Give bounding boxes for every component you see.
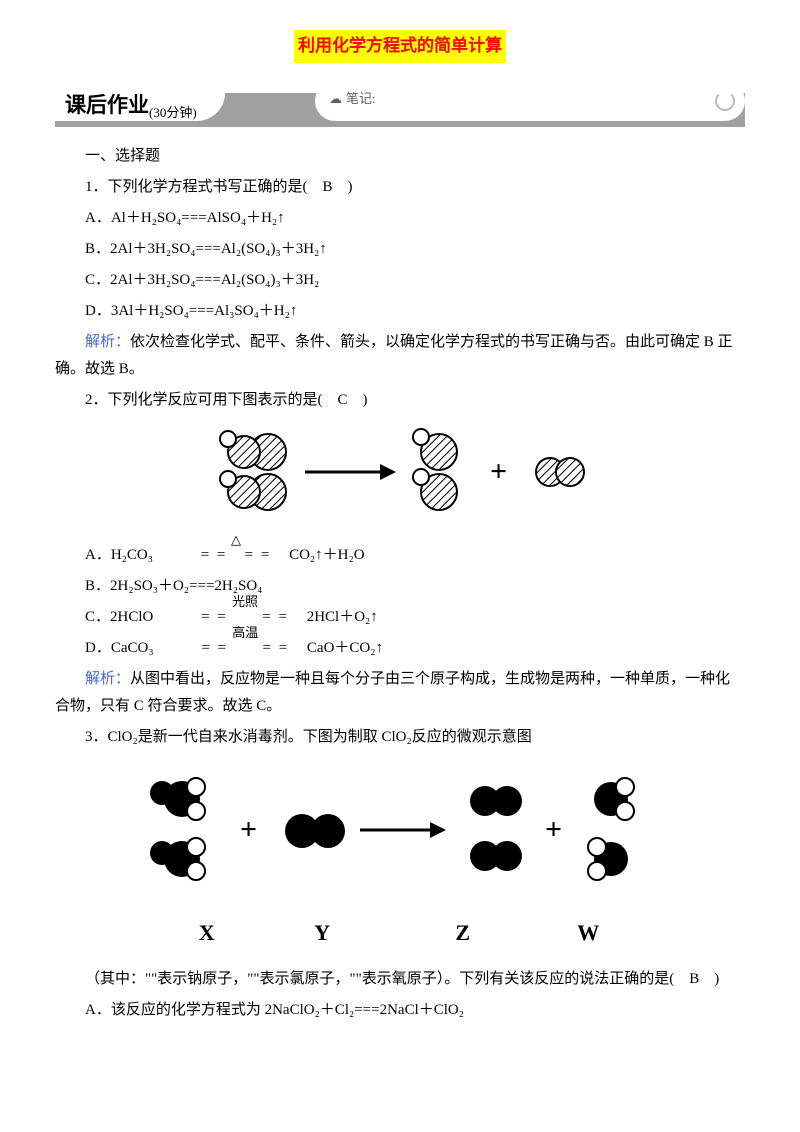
- svg-text:+: +: [490, 455, 507, 488]
- q2-d-post: CaO＋CO₂↑: [307, 640, 383, 656]
- label-x: X: [162, 913, 252, 953]
- condition-hightemp: 高温= = = =: [157, 635, 303, 662]
- analysis-label: 解析：: [85, 671, 130, 687]
- title: 利用化学方程式的简单计算: [294, 30, 506, 63]
- q2-c-post: 2HCl＋O₂↑: [307, 609, 378, 625]
- label-y: Y: [257, 913, 387, 953]
- q1-stem: 1．下列化学方程式书写正确的是( B ): [55, 174, 745, 201]
- label-w: W: [538, 913, 638, 953]
- q2-d-pre: D．CaCO₃: [85, 640, 154, 656]
- q1-analysis: 解析：依次检查化学式、配平、条件、箭头，以确定化学方程式的书写正确与否。由此可确…: [55, 329, 745, 383]
- q2-analysis: 解析：从图中看出，反应物是一种且每个分子由三个原子构成，生成物是两种，一种单质，…: [55, 666, 745, 720]
- homework-bar: 课后作业(30分钟) ☁ 笔记:: [55, 81, 745, 131]
- notes-box: ☁ 笔记:: [315, 81, 745, 121]
- homework-text: 课后作业: [65, 93, 149, 117]
- svg-text:+: +: [545, 813, 562, 846]
- section-heading: 一、选择题: [55, 143, 745, 170]
- q2-option-a: A．H₂CO₃ △= = = = CO₂↑＋H₂O: [55, 542, 745, 569]
- q2-option-d: D．CaCO₃ 高温= = = = CaO＋CO₂↑: [55, 635, 745, 662]
- analysis-label: 解析：: [85, 334, 130, 350]
- notes-label: 笔记:: [346, 91, 376, 106]
- homework-label: 课后作业(30分钟): [55, 81, 225, 121]
- q2-stem: 2．下列化学反应可用下图表示的是( C ): [55, 387, 745, 414]
- q3-stem: 3．ClO₂是新一代自来水消毒剂。下图为制取 ClO₂反应的微观示意图: [55, 724, 745, 751]
- q3-diagram-labels: X Y Z W: [55, 913, 745, 953]
- cond-text: △: [157, 528, 286, 551]
- label-z: Z: [393, 913, 533, 953]
- q1-option-c: C．2Al＋3H₂SO₄===Al₂(SO₄)₃＋3H₂: [55, 267, 745, 294]
- analysis-text: 从图中看出，反应物是一种且每个分子由三个原子构成，生成物是两种，一种单质，一种化…: [55, 671, 730, 714]
- cond-text: 高温: [157, 621, 303, 644]
- q3-diagram: + + X Y Z: [55, 763, 745, 953]
- q1-option-b: B．2Al＋3H₂SO₄===Al₂(SO₄)₃＋3H₂↑: [55, 236, 745, 263]
- q3-legend: （其中：""表示钠原子，""表示氯原子，""表示氧原子）。下列有关该反应的说法正…: [55, 966, 745, 993]
- analysis-text: 依次检查化学式、配平、条件、箭头，以确定化学方程式的书写正确与否。由此可确定 B…: [55, 334, 733, 377]
- q2-a-post: CO₂↑＋H₂O: [289, 547, 364, 563]
- q1-option-d: D．3Al＋H₂SO₄===Al₃SO₄＋H₂↑: [55, 298, 745, 325]
- duration-text: (30分钟): [149, 105, 197, 120]
- q1-option-a: A．Al＋H₂SO₄===AlSO₄＋H₂↑: [55, 205, 745, 232]
- q2-diagram: +: [55, 424, 745, 524]
- q3-option-a: A．该反应的化学方程式为 2NaClO₂＋Cl₂===2NaCl＋ClO₂: [55, 997, 745, 1024]
- q2-c-pre: C．2HClO: [85, 609, 153, 625]
- svg-text:+: +: [240, 813, 257, 846]
- condition-delta: △= = = =: [157, 542, 286, 569]
- q2-a-pre: A．H₂CO₃: [85, 547, 153, 563]
- cloud-icon: ☁: [329, 91, 342, 106]
- cond-text: 光照: [157, 590, 303, 613]
- refresh-icon: [715, 91, 735, 111]
